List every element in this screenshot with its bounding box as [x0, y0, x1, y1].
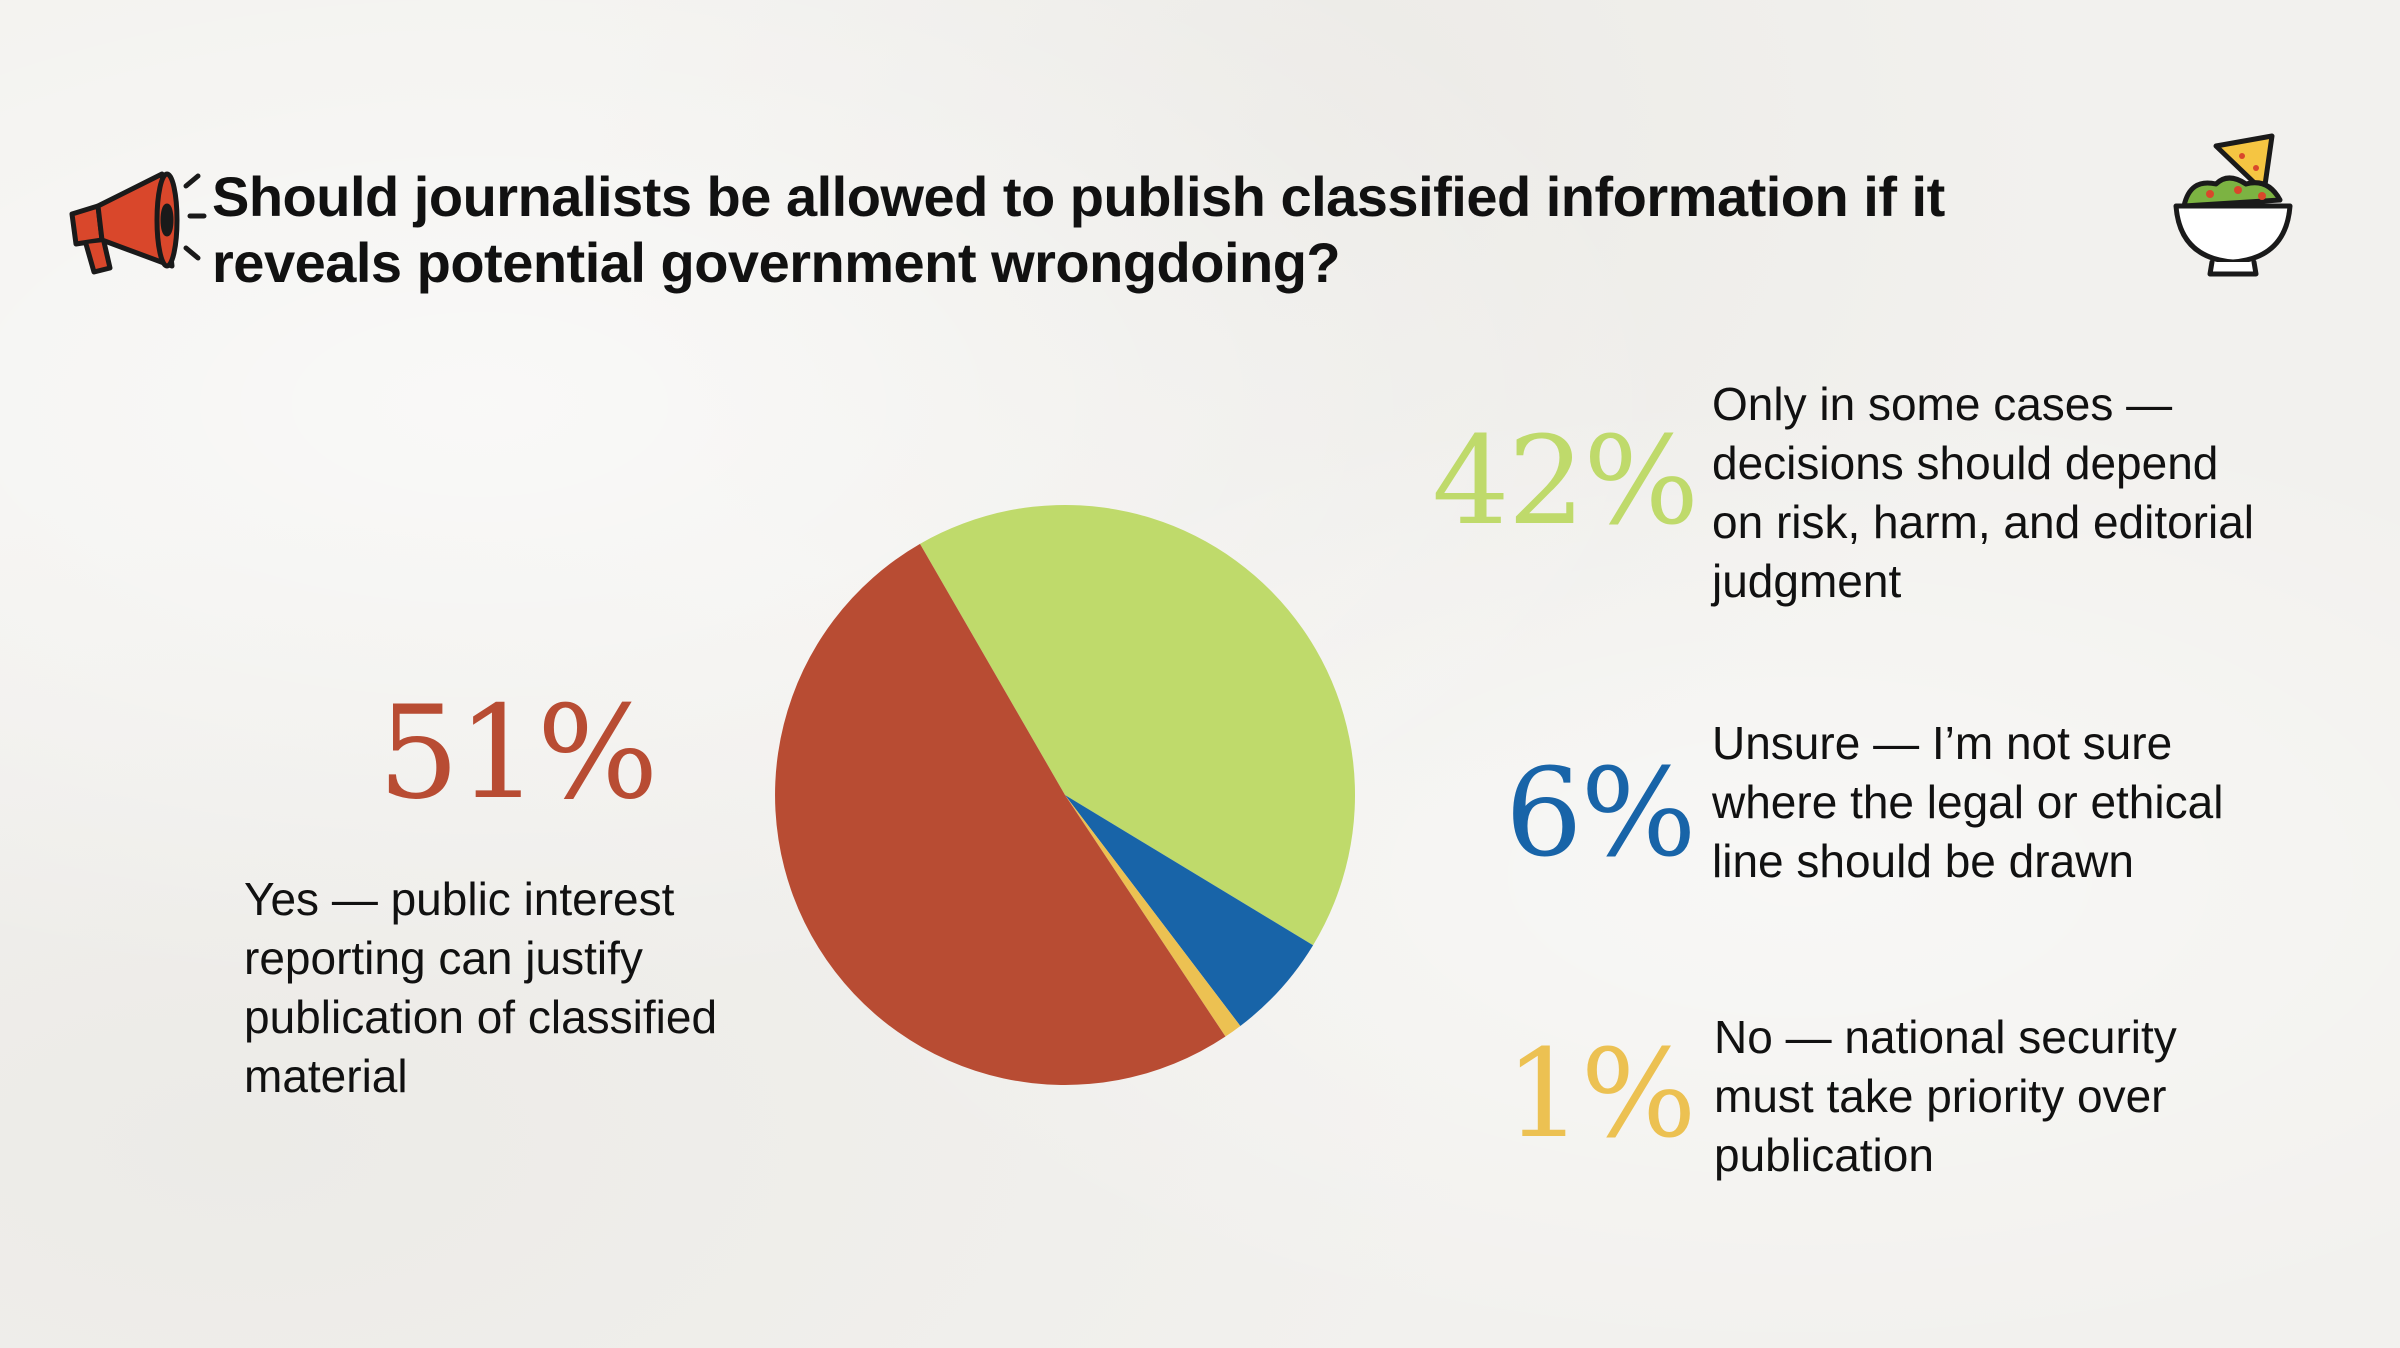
pie-slice-unsure	[1065, 795, 1314, 1026]
pie-slice-only-in-some-cases	[920, 504, 1356, 946]
megaphone-icon	[69, 171, 207, 275]
pie-chart	[775, 504, 1356, 1085]
chart-title: Should journalists be allowed to publish…	[212, 165, 1945, 294]
pie-slice-yes	[775, 543, 1226, 1085]
percent-label-no: 1%	[1505, 1023, 1697, 1165]
percent-label-yes: 51%	[378, 679, 658, 828]
pie-slice-no	[1065, 795, 1241, 1037]
legend-text-only-in-some-cases: Only in some cases — decisions should de…	[1712, 378, 2255, 607]
percent-label-unsure: 6%	[1505, 742, 1697, 884]
percent-label-only-in-some-cases: 42%	[1432, 410, 1699, 552]
legend-text-yes: Yes — public interest reporting can just…	[244, 873, 718, 1102]
legend-text-unsure: Unsure — I’m not sure where the legal or…	[1712, 717, 2224, 887]
chips-and-guacamole-icon	[2173, 133, 2293, 277]
legend-text-no: No — national security must take priorit…	[1714, 1011, 2177, 1181]
